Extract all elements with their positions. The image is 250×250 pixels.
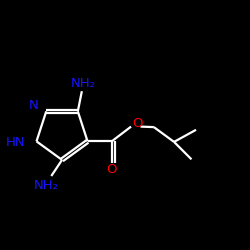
Text: O: O [132,117,143,130]
Text: N: N [29,99,39,112]
Text: NH₂: NH₂ [34,180,58,192]
Text: O: O [106,162,117,175]
Text: HN: HN [6,136,25,149]
Text: NH₂: NH₂ [71,77,96,90]
